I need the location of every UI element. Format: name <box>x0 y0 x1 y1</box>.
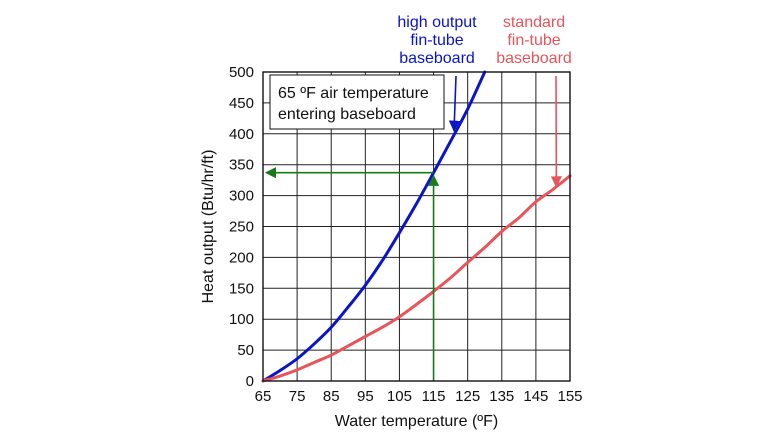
x-tick-label: 135 <box>489 388 514 405</box>
standard-curve <box>261 174 572 383</box>
note-line-1: 65 ºF air temperature <box>278 85 429 102</box>
y-tick-label: 200 <box>229 249 254 266</box>
standard-label-line: standard <box>503 14 565 31</box>
y-tick-label: 450 <box>229 95 254 112</box>
y-axis-label: Heat output (Btu/hr/ft) <box>200 150 217 304</box>
y-tick-label: 350 <box>229 157 254 174</box>
y-tick-label: 0 <box>246 373 254 390</box>
high-output-label-line: high output <box>397 14 477 31</box>
y-tick-label: 50 <box>237 342 254 359</box>
x-tick-label: 145 <box>523 388 548 405</box>
x-tick-label: 115 <box>422 388 446 405</box>
x-tick-label: 105 <box>387 388 412 405</box>
x-tick-label: 85 <box>323 388 340 405</box>
y-tick-label: 500 <box>229 64 254 81</box>
x-tick-label: 155 <box>557 388 582 405</box>
y-tick-label: 250 <box>229 219 254 236</box>
y-tick-labels: 0 50 100 150 200 250 300 350 400 450 500 <box>229 64 254 390</box>
guide-arrows <box>264 167 440 381</box>
series-lines <box>261 70 572 383</box>
plot-frame <box>262 71 571 382</box>
x-tick-label: 125 <box>455 388 480 405</box>
y-tick-label: 300 <box>229 188 254 205</box>
x-tick-label: 75 <box>289 388 306 405</box>
standard-label-line: baseboard <box>496 50 572 67</box>
high-output-arrow <box>448 75 460 132</box>
x-axis-label: Water temperature (ºF) <box>335 413 499 430</box>
note-box <box>269 74 445 130</box>
x-tick-label: 65 <box>255 388 272 405</box>
high-output-label-line: baseboard <box>399 50 475 67</box>
y-tick-label: 400 <box>229 126 254 143</box>
x-tick-labels: 65 75 85 95 105 115 125 135 145 155 <box>255 388 583 405</box>
high-output-label-line: fin-tube <box>410 32 463 49</box>
y-tick-label: 150 <box>229 280 254 297</box>
curve-labels: high outputfin-tubebaseboardstandardfin-… <box>397 14 572 188</box>
y-tick-label: 100 <box>229 311 254 328</box>
air-temperature-note: 65 ºF air temperature entering baseboard <box>269 74 445 130</box>
x-tick-label: 95 <box>357 388 374 405</box>
standard-label-line: fin-tube <box>507 32 560 49</box>
note-line-2: entering baseboard <box>278 106 416 123</box>
high-output-curve <box>261 70 487 383</box>
